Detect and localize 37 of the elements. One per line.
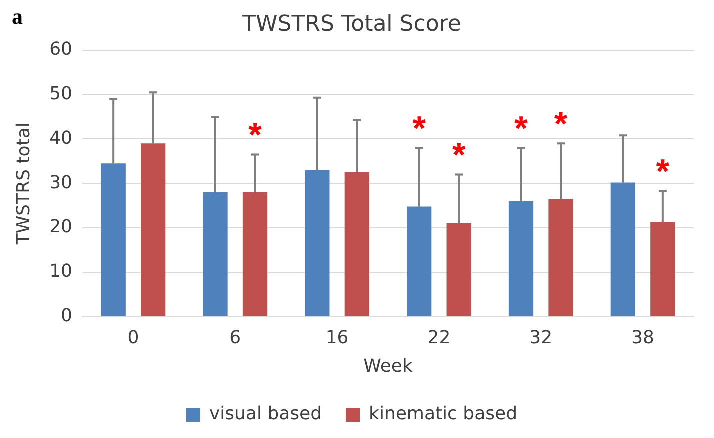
y-tick-label: 0 xyxy=(61,305,73,326)
bar xyxy=(407,206,432,316)
data-label: * xyxy=(554,106,568,144)
data-label: * xyxy=(452,136,466,175)
data-label: * xyxy=(412,110,427,148)
bar xyxy=(610,182,636,316)
chart-title: TWSTRS Total Score xyxy=(242,12,462,37)
legend-label: visual based xyxy=(209,404,322,425)
bar xyxy=(242,192,268,316)
bar xyxy=(305,170,330,316)
data-label: * xyxy=(248,116,263,155)
x-tick-label: 0 xyxy=(128,327,140,348)
y-axis-title: TWSTRS total xyxy=(13,122,34,246)
y-tick-label: 60 xyxy=(50,39,73,60)
bar xyxy=(446,224,472,316)
bar xyxy=(548,199,574,316)
x-tick-label: 16 xyxy=(326,327,349,348)
x-tick-label: 38 xyxy=(632,327,654,348)
y-tick-label: 40 xyxy=(50,128,73,149)
y-tick-label: 30 xyxy=(50,172,73,194)
bar xyxy=(650,222,676,316)
bar xyxy=(141,144,166,316)
x-tick-label: 6 xyxy=(230,327,242,348)
y-tick-label: 20 xyxy=(50,216,73,238)
legend-label: kinematic based xyxy=(369,404,518,425)
bar xyxy=(101,164,126,316)
data-label: * xyxy=(514,110,529,148)
bar xyxy=(203,192,228,316)
bar xyxy=(508,201,534,316)
data-label: * xyxy=(656,153,670,192)
x-axis-title: Week xyxy=(364,356,414,377)
bar xyxy=(344,172,370,316)
x-tick-label: 32 xyxy=(530,327,553,348)
x-tick-label: 22 xyxy=(428,327,451,348)
y-tick-label: 50 xyxy=(50,83,73,104)
y-tick-label: 10 xyxy=(50,261,73,282)
text: a xyxy=(12,4,23,30)
